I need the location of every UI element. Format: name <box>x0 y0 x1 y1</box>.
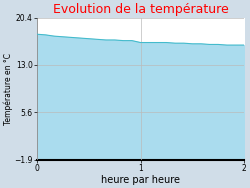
X-axis label: heure par heure: heure par heure <box>101 174 180 185</box>
Y-axis label: Température en °C: Température en °C <box>4 53 13 125</box>
Title: Evolution de la température: Evolution de la température <box>53 3 229 17</box>
